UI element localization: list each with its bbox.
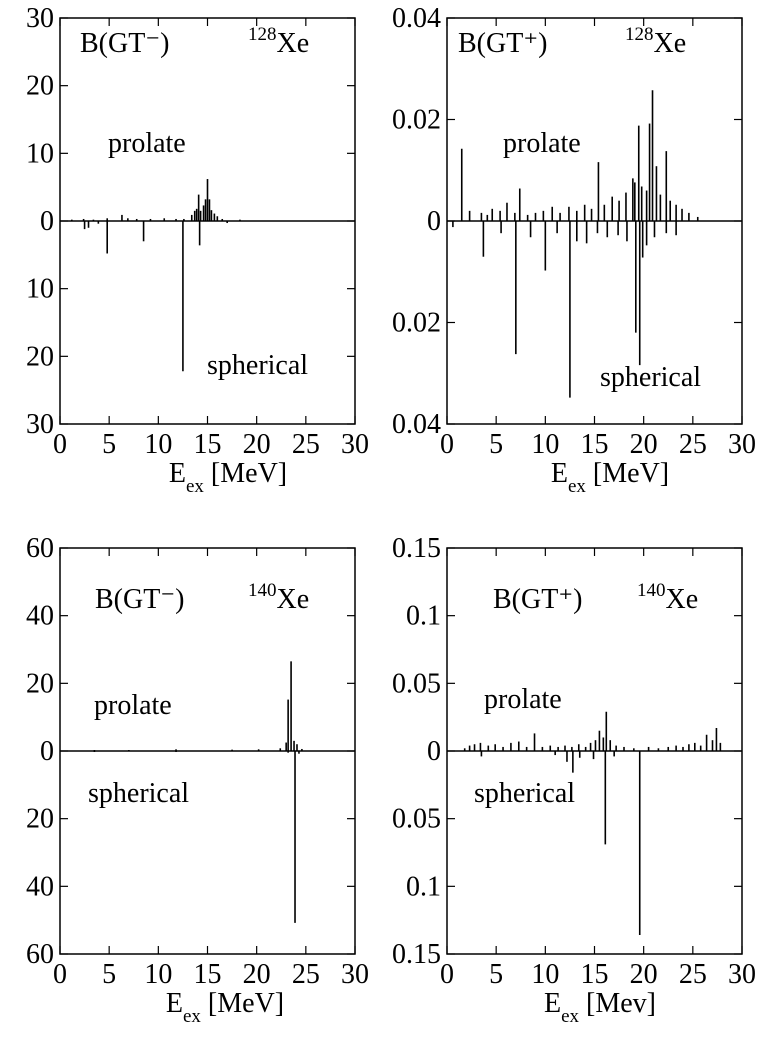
x-axis-label-main: E (169, 458, 186, 489)
x-tick-label: 30 (341, 959, 369, 990)
y-tick-label: 10 (26, 138, 54, 169)
x-axis-label: Eex [MeV] (551, 458, 669, 497)
nucleus-label: 128Xe (248, 24, 309, 59)
y-tick-label: 0 (40, 206, 54, 237)
x-axis-label-unit: [Mev] (579, 988, 656, 1019)
series-label-spherical: spherical (474, 778, 575, 809)
mass-number: 128 (625, 24, 654, 45)
y-tick-label: 40 (26, 601, 54, 632)
x-tick-label: 30 (728, 959, 756, 990)
y-tick-label: 30 (26, 409, 54, 440)
x-tick-label: 10 (531, 959, 559, 990)
panel-label: B(GT⁻) (80, 28, 169, 59)
nucleus-label: 140Xe (637, 580, 698, 615)
x-axis-label-sub: ex (186, 476, 204, 497)
series-label-prolate: prolate (484, 684, 562, 715)
x-tick-label: 25 (679, 429, 707, 460)
y-tick-label: 0.02 (392, 105, 441, 136)
element-symbol: Xe (654, 28, 687, 59)
x-tick-label: 30 (341, 429, 369, 460)
panel-label: B(GT⁻) (95, 584, 184, 615)
x-axis-label-main: E (166, 988, 183, 1019)
x-tick-label: 0 (440, 959, 454, 990)
x-tick-label: 20 (243, 429, 271, 460)
x-axis-label: Eex [Mev] (544, 988, 656, 1027)
panel-top-left: 0 5 10 15 20 25 30 30 20 10 0 10 20 30 B(GT⁻) 128Xe prol… (26, 3, 369, 497)
x-tick-label: 15 (194, 959, 222, 990)
series-label-spherical: spherical (207, 350, 308, 381)
y-tick-label: 0.15 (392, 533, 441, 564)
y-tick-label: 60 (26, 533, 54, 564)
y-tick-label: 0.04 (392, 409, 441, 440)
x-axis-label: Eex [MeV] (166, 988, 284, 1027)
y-tick-label: 0.1 (406, 601, 441, 632)
x-tick-label: 5 (102, 959, 116, 990)
y-tick-label: 40 (26, 871, 54, 902)
series-label-spherical: spherical (600, 362, 701, 393)
x-tick-label: 30 (728, 429, 756, 460)
x-axis-label-main: E (544, 988, 561, 1019)
x-axis-label-unit: [MeV] (201, 988, 284, 1019)
x-tick-label: 15 (194, 429, 222, 460)
x-tick-label: 10 (144, 429, 172, 460)
x-tick-label: 20 (630, 429, 658, 460)
y-tick-label: 60 (26, 939, 54, 970)
x-axis-label-sub: ex (183, 1006, 201, 1027)
panel-label: B(GT⁺) (458, 28, 547, 59)
y-tick-label: 0 (40, 736, 54, 767)
mass-number: 128 (248, 24, 277, 45)
series-label-prolate: prolate (94, 690, 172, 721)
x-axis-label: Eex [MeV] (169, 458, 287, 497)
nucleus-label: 140Xe (248, 580, 309, 615)
panel-bottom-left: 0 5 10 15 20 25 30 60 40 20 0 20 40 60 B(GT⁻) 140Xe prol… (26, 533, 369, 1027)
y-tick-label: 20 (26, 341, 54, 372)
x-tick-label: 20 (243, 959, 271, 990)
mass-number: 140 (637, 580, 666, 601)
panel-label: B(GT⁺) (493, 584, 582, 615)
x-axis-label-unit: [MeV] (586, 458, 669, 489)
element-symbol: Xe (666, 584, 699, 615)
x-tick-label: 20 (630, 959, 658, 990)
x-axis-label-main: E (551, 458, 568, 489)
x-tick-label: 10 (144, 959, 172, 990)
x-tick-label: 25 (292, 959, 320, 990)
y-tick-label: 0.04 (392, 3, 441, 34)
x-tick-label: 15 (581, 429, 609, 460)
y-tick-label: 0.05 (392, 804, 441, 835)
x-tick-label: 15 (581, 959, 609, 990)
x-tick-label: 0 (53, 959, 67, 990)
series-label-spherical: spherical (88, 778, 189, 809)
x-axis-label-sub: ex (568, 476, 586, 497)
nucleus-label: 128Xe (625, 24, 686, 59)
x-axis-label-unit: [MeV] (204, 458, 287, 489)
x-tick-label: 0 (440, 429, 454, 460)
element-symbol: Xe (277, 28, 310, 59)
x-tick-label: 5 (489, 429, 503, 460)
panel-bottom-right: 0 5 10 15 20 25 30 0.15 0.1 0.05 0 0.05 0.1 0.15 B(GT⁺… (392, 533, 756, 1027)
y-tick-label: 0 (427, 206, 441, 237)
y-tick-label: 20 (26, 668, 54, 699)
x-tick-label: 10 (531, 429, 559, 460)
y-tick-label: 30 (26, 3, 54, 34)
mass-number: 140 (248, 580, 277, 601)
x-tick-label: 5 (489, 959, 503, 990)
x-tick-label: 25 (292, 429, 320, 460)
y-tick-label: 0.02 (392, 308, 441, 339)
y-tick-label: 20 (26, 71, 54, 102)
y-tick-label: 0.1 (406, 871, 441, 902)
y-tick-label: 20 (26, 804, 54, 835)
panel-top-right: 0 5 10 15 20 25 30 0.04 0.02 0 0.02 0.04 B(GT⁺) 128Xe… (392, 3, 756, 497)
x-tick-label: 0 (53, 429, 67, 460)
x-tick-label: 25 (679, 959, 707, 990)
series-label-prolate: prolate (503, 128, 581, 159)
series-label-prolate: prolate (108, 128, 186, 159)
y-tick-label: 10 (26, 274, 54, 305)
y-tick-label: 0.15 (392, 939, 441, 970)
x-axis-label-sub: ex (561, 1006, 579, 1027)
y-tick-label: 0.05 (392, 668, 441, 699)
y-tick-label: 0 (427, 736, 441, 767)
x-tick-label: 5 (102, 429, 116, 460)
element-symbol: Xe (277, 584, 310, 615)
